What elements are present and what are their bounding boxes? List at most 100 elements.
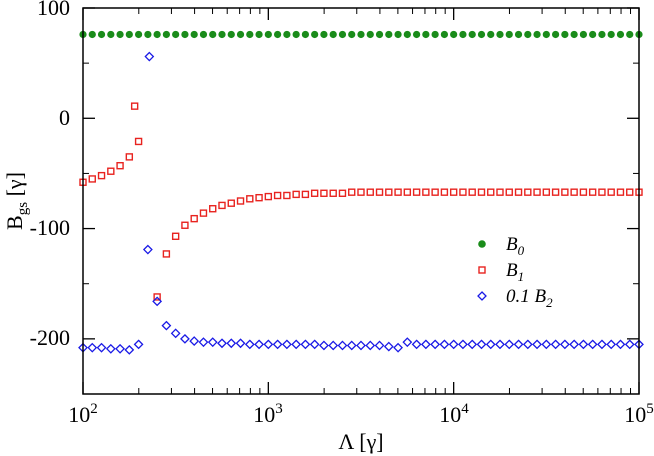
point-b0 — [209, 30, 217, 39]
point-b0 — [320, 30, 328, 39]
point-b1-outlier — [130, 102, 139, 110]
point-b0 — [292, 30, 300, 39]
point-b1 — [88, 175, 96, 183]
x-axis-title: Λ [γ] — [338, 429, 383, 454]
point-b0 — [107, 30, 115, 39]
point-b0 — [533, 30, 541, 39]
point-b0 — [366, 30, 374, 39]
point-b1 — [412, 188, 421, 196]
point-b0 — [199, 30, 208, 39]
point-b2 — [532, 339, 542, 350]
point-b0 — [218, 30, 226, 39]
point-b2 — [207, 337, 218, 348]
point-b1 — [310, 189, 319, 197]
point-b0 — [607, 30, 615, 39]
point-b0 — [301, 30, 310, 39]
point-b1 — [459, 188, 467, 196]
point-b2 — [226, 338, 237, 349]
data-series — [78, 30, 644, 355]
point-b2 — [356, 340, 366, 351]
point-b0 — [246, 30, 254, 39]
point-b0 — [514, 30, 523, 39]
point-b1 — [273, 191, 282, 200]
point-b1 — [431, 188, 439, 196]
legend-label-b0: B0 — [506, 234, 525, 258]
point-b1 — [246, 195, 254, 203]
point-b1 — [505, 188, 513, 196]
point-b1 — [348, 188, 356, 196]
point-b0 — [357, 30, 365, 39]
point-b0 — [338, 30, 347, 39]
point-b1 — [477, 188, 486, 196]
point-b2 — [541, 339, 552, 350]
point-b0 — [468, 30, 476, 39]
point-b0 — [459, 30, 467, 39]
point-b1 — [301, 190, 310, 199]
point-b0 — [551, 30, 560, 39]
legend-label-b1: B1 — [506, 260, 524, 284]
point-b2 — [180, 333, 190, 344]
point-b2 — [365, 340, 376, 351]
point-b0 — [487, 30, 495, 39]
point-b2 — [235, 338, 246, 349]
point-b0 — [477, 30, 486, 39]
point-b1 — [607, 188, 615, 196]
point-b0 — [579, 30, 588, 39]
point-b0 — [273, 30, 282, 39]
point-b0 — [385, 30, 393, 39]
point-b1 — [524, 188, 532, 196]
point-b0 — [181, 30, 189, 39]
point-b0 — [162, 30, 170, 39]
point-b1 — [588, 188, 597, 196]
point-b2 — [300, 339, 311, 350]
point-b2 — [87, 342, 98, 353]
point-b0 — [422, 30, 430, 39]
point-b2 — [402, 337, 413, 348]
point-b2 — [458, 339, 468, 350]
point-b2 — [152, 296, 163, 307]
point-b2 — [319, 340, 329, 351]
point-b0 — [450, 30, 458, 39]
point-b1 — [440, 188, 449, 196]
point-b1 — [162, 250, 171, 258]
point-b0 — [190, 30, 198, 39]
point-b1 — [292, 190, 300, 199]
point-b1 — [236, 197, 245, 205]
point-b2 — [578, 339, 589, 350]
legend: B0 B1 0.1 B2 — [477, 234, 553, 310]
point-b0 — [524, 30, 532, 39]
point-b2 — [467, 339, 478, 350]
point-b2 — [448, 339, 459, 350]
point-b1 — [561, 188, 569, 196]
x-tick-label: 104 — [439, 401, 469, 427]
point-b1 — [153, 293, 161, 301]
point-b1 — [533, 188, 541, 196]
point-b1 — [116, 162, 124, 170]
point-b1 — [357, 188, 365, 196]
point-b2 — [105, 343, 116, 354]
point-b1 — [264, 192, 273, 201]
point-b0 — [311, 30, 319, 39]
y-tick-label: 100 — [37, 0, 70, 20]
point-b0 — [561, 30, 569, 39]
point-b2 — [569, 339, 580, 350]
point-b1 — [514, 188, 523, 196]
point-b2 — [291, 339, 302, 350]
legend-marker-b2 — [477, 291, 487, 301]
point-b1 — [449, 188, 458, 196]
point-b0 — [153, 30, 161, 39]
point-b2 — [522, 339, 533, 350]
point-b2 — [198, 337, 209, 348]
point-b2 — [170, 328, 181, 339]
point-b0 — [329, 30, 337, 39]
y-tick-label: -100 — [30, 215, 70, 240]
point-b1 — [255, 193, 263, 202]
point-b0 — [125, 30, 133, 39]
point-b1 — [375, 188, 384, 196]
point-b2 — [439, 339, 450, 350]
point-b0 — [144, 30, 152, 39]
point-b0 — [255, 30, 263, 39]
point-b0 — [264, 30, 272, 39]
point-b1 — [107, 167, 115, 175]
point-b1 — [394, 188, 402, 196]
